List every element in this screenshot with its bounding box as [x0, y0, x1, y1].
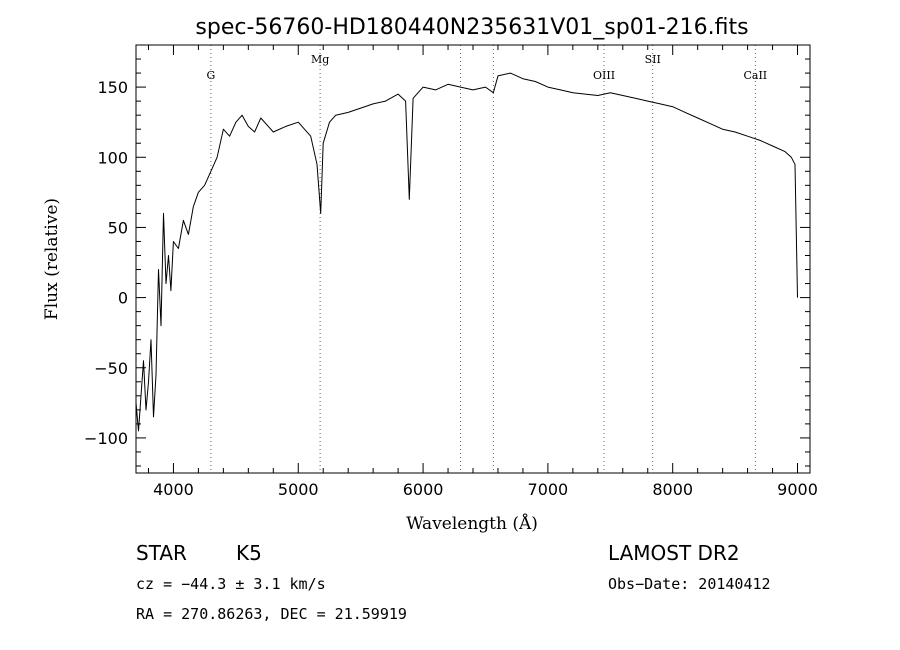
- y-axis-title: Flux (relative): [42, 198, 62, 320]
- plot-frame: [135, 44, 811, 474]
- line-marker-label: SII: [645, 53, 661, 66]
- observation-date: Obs−Date: 20140412: [608, 575, 771, 593]
- object-type: STAR: [136, 541, 187, 565]
- x-tick-label: 4000: [153, 480, 194, 499]
- spectral-line-markers: G Mg OIII SII CaII: [206, 45, 767, 473]
- x-axis: 4000 5000 6000 7000 8000 9000: [147, 45, 818, 499]
- y-tick-label: 50: [108, 218, 128, 237]
- line-marker-label: OIII: [593, 69, 615, 82]
- line-marker-label: CaII: [743, 69, 767, 82]
- y-axis: −100 −50 0 50 100 150: [84, 44, 810, 467]
- line-marker-label: G: [206, 69, 215, 82]
- x-tick-label: 7000: [528, 480, 569, 499]
- x-tick-label: 8000: [652, 480, 693, 499]
- y-tick-label: 150: [97, 78, 128, 97]
- y-tick-label: 100: [97, 148, 128, 167]
- y-tick-label: −50: [94, 359, 128, 378]
- x-axis-title: Wavelength (Å): [406, 513, 538, 534]
- x-tick-label: 9000: [777, 480, 818, 499]
- chart-title: spec-56760-HD180440N235631V01_sp01-216.f…: [195, 15, 748, 40]
- survey-name: LAMOST DR2: [608, 541, 740, 565]
- spectrum-series: [135, 72, 798, 432]
- x-tick-label: 5000: [278, 480, 319, 499]
- sky-coordinates: RA = 270.86263, DEC = 21.59919: [136, 605, 407, 623]
- spectrum-line: [135, 72, 798, 432]
- line-marker-label: Mg: [311, 53, 329, 66]
- y-tick-label: −100: [84, 429, 128, 448]
- redshift-velocity: cz = −44.3 ± 3.1 km/s: [136, 575, 326, 593]
- y-tick-label: 0: [118, 289, 128, 308]
- x-tick-label: 6000: [403, 480, 444, 499]
- spectral-subclass: K5: [236, 541, 262, 565]
